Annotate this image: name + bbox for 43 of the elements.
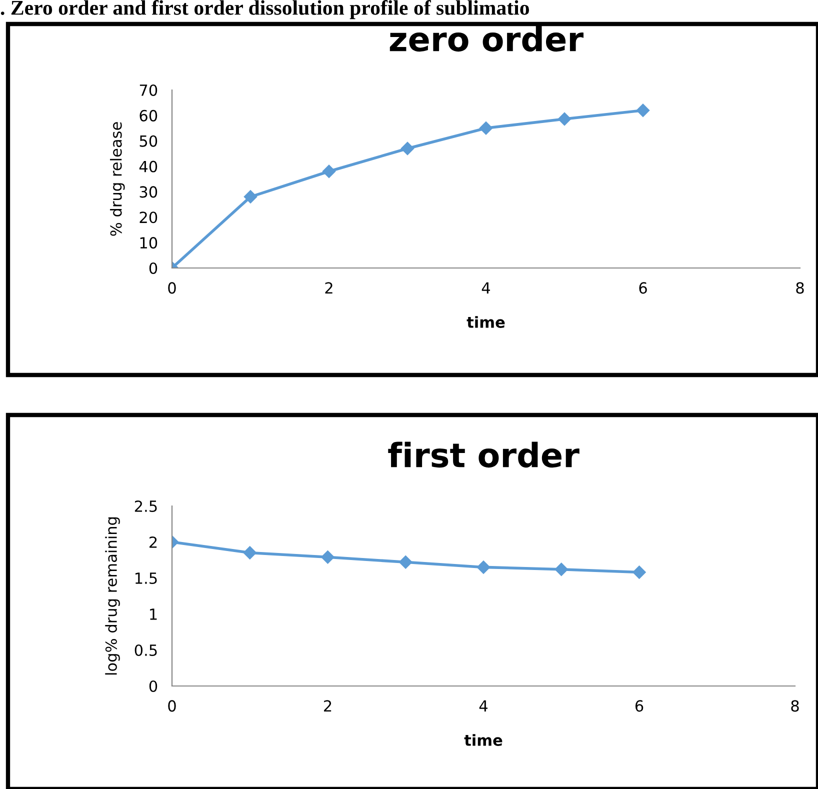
y-tick-label: 10 <box>140 237 158 249</box>
y-tick-label: 1.5 <box>135 572 157 584</box>
point <box>399 556 412 569</box>
x-tick-label: 6 <box>635 700 644 712</box>
chart-title: first order <box>388 442 580 468</box>
y-axis-title: % drug release <box>110 122 125 236</box>
point <box>321 550 334 564</box>
point <box>243 546 256 560</box>
point <box>479 122 493 135</box>
x-tick-label: 4 <box>479 700 488 712</box>
x-tick-label: 8 <box>796 282 804 294</box>
point <box>322 164 336 178</box>
y-tick-label: 20 <box>140 212 158 224</box>
y-tick-label: 2.5 <box>134 500 157 512</box>
y-tick-label: 0.5 <box>134 644 157 656</box>
x-tick-label: 2 <box>325 282 332 294</box>
y-tick-label: 30 <box>140 186 158 198</box>
x-tick-label: 8 <box>791 700 799 712</box>
point <box>400 142 414 156</box>
point <box>476 560 490 574</box>
point <box>636 104 650 117</box>
point <box>558 112 572 126</box>
point <box>554 562 568 576</box>
x-tick-label: 2 <box>324 700 332 712</box>
y-tick-label: 50 <box>140 135 158 147</box>
text: . Zero order and first order dissolution profile of sublimatio <box>0 0 529 20</box>
y-tick-label: 1 <box>150 608 157 620</box>
point <box>244 190 258 204</box>
y-tick-label: 70 <box>140 84 158 96</box>
y-tick-label: 0 <box>149 680 158 692</box>
y-tick-label: 60 <box>140 110 158 122</box>
x-axis-title: time <box>466 316 505 328</box>
x-tick-label: 0 <box>168 700 176 712</box>
y-axis-title: log% drug remaining <box>105 517 120 675</box>
chart-title: zero order <box>390 26 584 52</box>
x-axis-title: time <box>464 734 502 746</box>
y-tick-label: 0 <box>149 262 158 274</box>
y-tick-label: 2 <box>150 536 157 548</box>
x-tick-label: 0 <box>168 282 176 294</box>
point <box>632 566 646 579</box>
y-tick-label: 40 <box>139 160 158 172</box>
x-tick-label: 4 <box>482 282 490 294</box>
x-tick-label: 6 <box>639 282 647 294</box>
